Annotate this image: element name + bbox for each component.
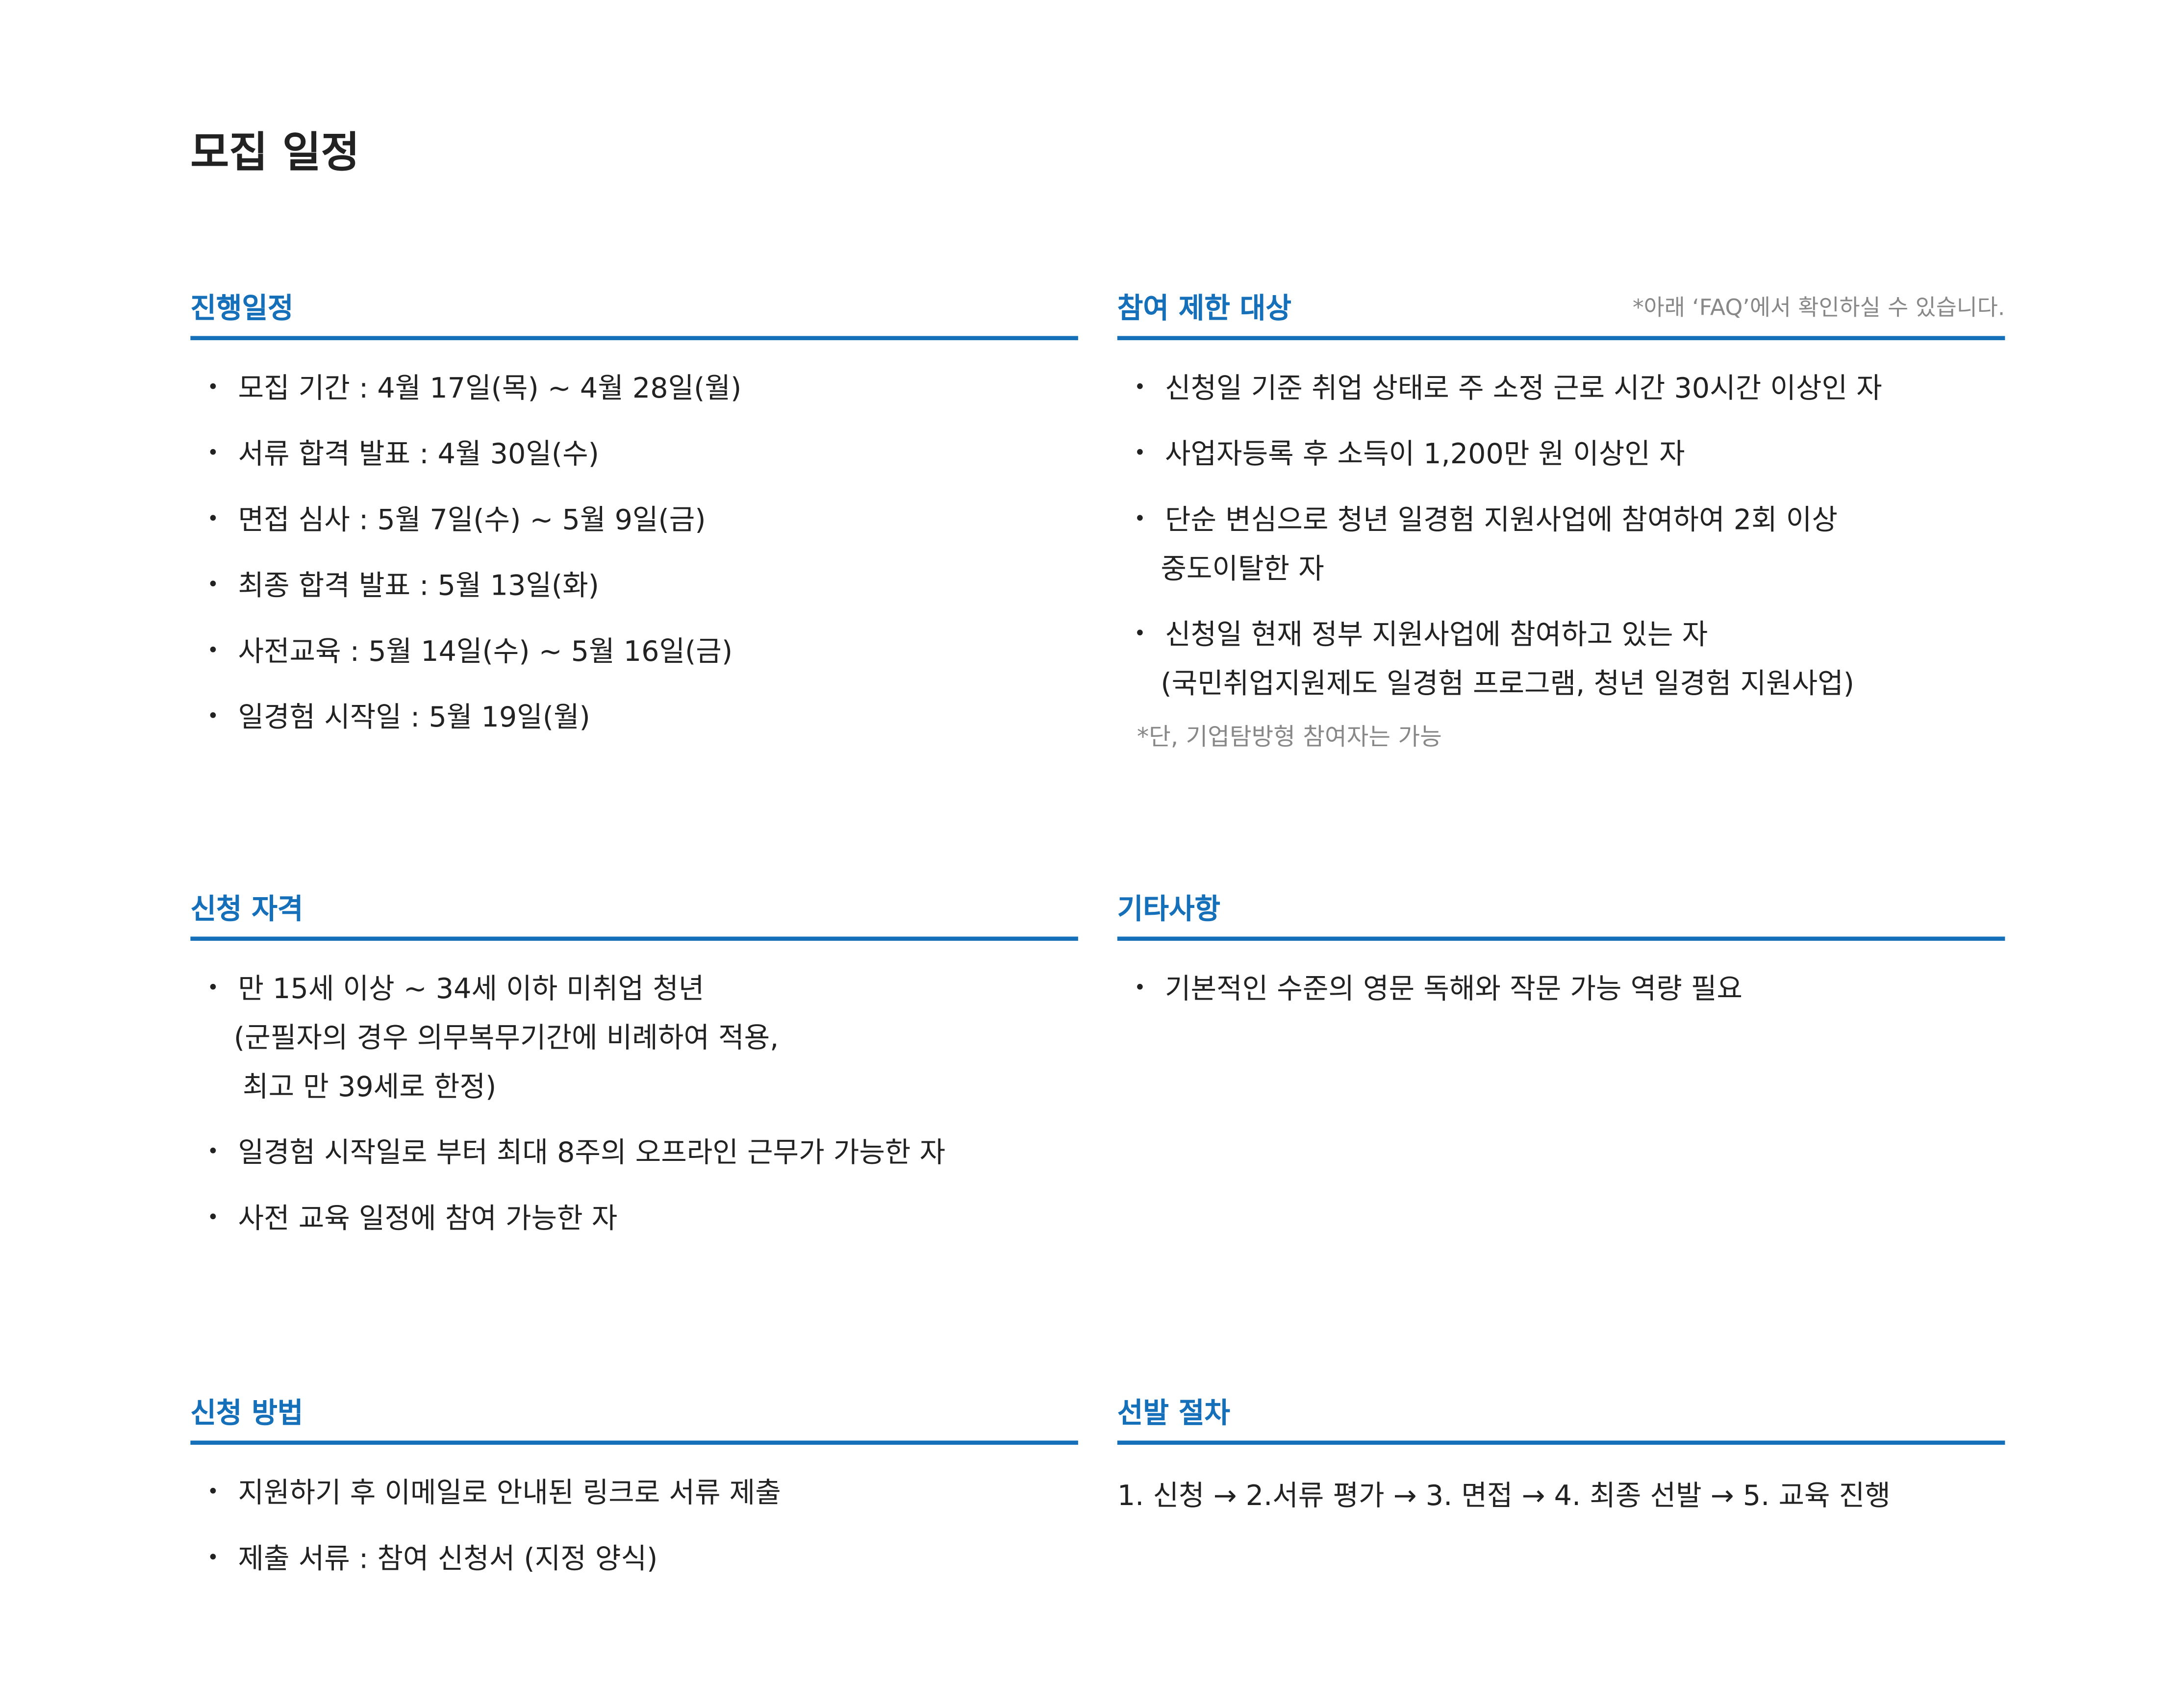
section-heading: 진행일정 xyxy=(190,290,294,325)
section: 참여 제한 대상 *아래 ‘FAQ’에서 확인하실 수 있습니다. 신청일 기준 취… xyxy=(1117,275,2005,752)
item-line: 서류 합격 발표 : 4월 30일(수) xyxy=(238,436,599,471)
item-line: 제출 서류 : 참여 신청서 (지정 양식) xyxy=(238,1541,658,1575)
item-line: (국민취업지원제도 일경험 프로그램, 청년 일경험 지원사업) xyxy=(1161,666,1854,700)
item-line: 사업자등록 후 소득이 1,200만 원 이상인 자 xyxy=(1164,436,1685,471)
bullet-item: 지원하기 후 이메일로 안내된 링크로 서류 제출 xyxy=(190,1469,1078,1518)
item-line: 지원하기 후 이메일로 안내된 링크로 서류 제출 xyxy=(238,1475,781,1509)
section-header: 선발 절차 xyxy=(1117,1379,2005,1445)
section-heading: 신청 자격 xyxy=(190,891,303,925)
section: 신청 자격만 15세 이상 ~ 34세 이하 미취업 청년 (군필자의 경우 의무… xyxy=(190,875,1078,1260)
section-heading: 기타사항 xyxy=(1117,891,1221,925)
section-header: 기타사항 xyxy=(1117,875,2005,941)
page-title: 모집 일정 xyxy=(190,128,360,178)
procedure-text: 1. 신청 → 2.서류 평가 → 3. 면접 → 4. 최종 선발 → 5. … xyxy=(1117,1478,1891,1512)
item-line: 단순 변심으로 청년 일경험 지원사업에 참여하여 2회 이상 xyxy=(1164,502,1838,536)
footnote: *단, 기업탐방형 참여자는 가능 xyxy=(1137,724,1442,752)
bullet-item: 신청일 현재 정부 지원사업에 참여하고 있는 자 (국민취업지원제도 일경험 프… xyxy=(1117,610,2005,708)
bullet-list: 모집 기간 : 4월 17일(목) ~ 4월 28일(월) 서류 합격 발표 : … xyxy=(190,364,1078,742)
section-heading: 선발 절차 xyxy=(1117,1395,1230,1429)
item-line: 일경험 시작일 : 5월 19일(월) xyxy=(238,700,590,734)
bullet-item: 사전 교육 일정에 참여 가능한 자 xyxy=(190,1194,1078,1243)
bullet-item: 최종 합격 발표 : 5월 13일(화) xyxy=(190,561,1078,610)
bullet-item: 서류 합격 발표 : 4월 30일(수) xyxy=(190,430,1078,479)
section: 선발 절차 1. 신청 → 2.서류 평가 → 3. 면접 → 4. 최종 선발 … xyxy=(1117,1379,2005,1513)
bullet-item: 일경험 시작일로 부터 최대 8주의 오프라인 근무가 가능한 자 xyxy=(190,1129,1078,1178)
item-line: 중도이탈한 자 xyxy=(1161,552,1324,585)
item-line: 사전교육 : 5월 14일(수) ~ 5월 16일(금) xyxy=(238,634,733,668)
bullet-list: 신청일 기준 취업 상태로 주 소정 근로 시간 30시간 이상인 자사업자등록… xyxy=(1117,364,2005,708)
bullet-list: 지원하기 후 이메일로 안내된 링크로 서류 제출제출 서류 : 참여 신청서 … xyxy=(190,1469,1078,1583)
item-line: 사전 교육 일정에 참여 가능한 자 xyxy=(238,1201,618,1235)
item-line: (군필자의 경우 의무복무기간에 비례하여 적용, xyxy=(233,1020,779,1055)
section-heading: 참여 제한 대상 xyxy=(1117,290,1291,325)
bullet-item: 모집 기간 : 4월 17일(목) ~ 4월 28일(월) xyxy=(190,364,1078,413)
bullet-item: 기본적인 수준의 영문 독해와 작문 가능 역량 필요 xyxy=(1117,965,2005,1014)
section: 신청 방법지원하기 후 이메일로 안내된 링크로 서류 제출제출 서류 : 참여… xyxy=(190,1379,1078,1600)
section-header: 신청 방법 xyxy=(190,1379,1078,1445)
bullet-item: 면접 심사 : 5월 7일(수) ~ 5월 9일(금) xyxy=(190,496,1078,545)
bullet-item: 사업자등록 후 소득이 1,200만 원 이상인 자 xyxy=(1117,430,2005,479)
bullet-list: 만 15세 이상 ~ 34세 이하 미취업 청년 (군필자의 경우 의무복무기간에… xyxy=(190,965,1078,1243)
bullet-item: 사전교육 : 5월 14일(수) ~ 5월 16일(금) xyxy=(190,627,1078,676)
bullet-item: 일경험 시작일 : 5월 19일(월) xyxy=(190,693,1078,742)
item-line: 면접 심사 : 5월 7일(수) ~ 5월 9일(금) xyxy=(238,502,706,536)
item-line: 최고 만 39세로 한정) xyxy=(233,1069,497,1104)
item-line: 모집 기간 : 4월 17일(목) ~ 4월 28일(월) xyxy=(238,371,742,405)
item-line: 최종 합격 발표 : 5월 13일(화) xyxy=(238,568,599,602)
item-line: 신청일 현재 정부 지원사업에 참여하고 있는 자 xyxy=(1164,617,1708,651)
bullet-item: 신청일 기준 취업 상태로 주 소정 근로 시간 30시간 이상인 자 xyxy=(1117,364,2005,413)
section: 진행일정모집 기간 : 4월 17일(목) ~ 4월 28일(월) 서류 합격 발… xyxy=(190,275,1078,759)
section-header: 참여 제한 대상 *아래 ‘FAQ’에서 확인하실 수 있습니다. xyxy=(1117,275,2005,340)
bullet-item: 제출 서류 : 참여 신청서 (지정 양식) xyxy=(190,1534,1078,1583)
section-heading: 신청 방법 xyxy=(190,1395,303,1429)
item-line: 만 15세 이상 ~ 34세 이하 미취업 청년 xyxy=(238,971,705,1005)
section-header: 신청 자격 xyxy=(190,875,1078,941)
item-line: 신청일 기준 취업 상태로 주 소정 근로 시간 30시간 이상인 자 xyxy=(1164,371,1882,405)
bullet-list: 기본적인 수준의 영문 독해와 작문 가능 역량 필요 xyxy=(1117,965,2005,1014)
section-header: 진행일정 xyxy=(190,275,1078,340)
section-note: *아래 ‘FAQ’에서 확인하실 수 있습니다. xyxy=(1632,294,2005,321)
item-line: 일경험 시작일로 부터 최대 8주의 오프라인 근무가 가능한 자 xyxy=(238,1135,946,1169)
item-line: 기본적인 수준의 영문 독해와 작문 가능 역량 필요 xyxy=(1164,971,1743,1005)
section: 기타사항기본적인 수준의 영문 독해와 작문 가능 역량 필요 xyxy=(1117,875,2005,1030)
bullet-item: 만 15세 이상 ~ 34세 이하 미취업 청년 (군필자의 경우 의무복무기간에… xyxy=(190,965,1078,1112)
